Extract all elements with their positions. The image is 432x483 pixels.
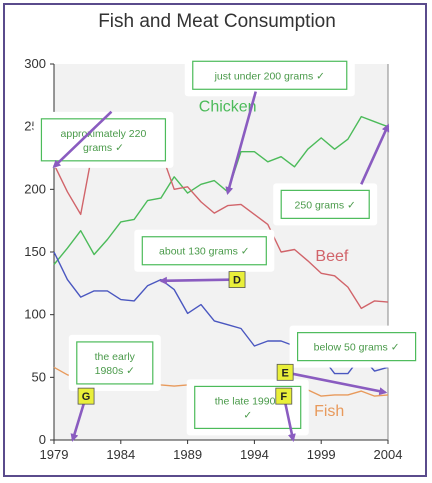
annotation-box — [141, 236, 267, 266]
annotation-arrow — [52, 110, 113, 169]
annotation-arrow — [225, 91, 257, 196]
chicken-series-line — [53, 115, 389, 265]
annotation-text-line: ✓ — [243, 409, 252, 421]
annotation-callout: 250 grams ✓ — [273, 183, 378, 226]
annotation-box — [192, 60, 348, 90]
annotation-text-line: the early — [95, 351, 136, 363]
annotation-text: just under 200 grams ✓ — [214, 70, 325, 82]
x-tick-label: 1999 — [307, 447, 336, 462]
annotation-box — [297, 332, 417, 362]
letter-marker-label: F — [280, 391, 287, 403]
annotation-box — [280, 189, 370, 219]
annotation-text-line: just under 200 grams ✓ — [214, 70, 325, 82]
y-tick-label: 100 — [24, 307, 46, 322]
letter-marker-label: G — [82, 391, 91, 403]
beef-series-label: Beef — [315, 248, 348, 265]
annotation-text-line: 1980s ✓ — [95, 365, 135, 377]
marker-arrow — [284, 371, 388, 396]
annotation-text-line: about 130 grams ✓ — [159, 246, 250, 258]
letter-marker-box — [275, 387, 293, 405]
chart-title: Fish and Meat Consumption — [98, 11, 336, 32]
annotation-text-line: 250 grams ✓ — [295, 199, 356, 211]
y-tick-label: 300 — [24, 56, 46, 71]
annotation-text-line: grams ✓ — [83, 142, 124, 154]
annotation-arrow — [360, 123, 390, 185]
annotations: approximately 220 grams ✓ just under 200 g… — [33, 54, 424, 442]
series-labels: Chicken Beef Fish — [199, 99, 349, 421]
annotation-callout: the early 1980s ✓ — [68, 334, 161, 391]
unnamed-series-line — [53, 251, 389, 375]
y-tick-label: 150 — [24, 244, 46, 259]
annotation-text-line: the late 1990s — [215, 395, 281, 407]
x-tick-label: 1994 — [240, 447, 269, 462]
y-tick-label: 50 — [32, 369, 46, 384]
annotation-text: approximately 220 grams ✓ — [61, 128, 147, 154]
y-tick-label: 200 — [24, 181, 46, 196]
annotation-box — [76, 341, 154, 385]
annotation-text: below 50 grams ✓ — [314, 342, 400, 354]
letter-marker-box — [77, 387, 95, 405]
letter-marker: F — [275, 387, 293, 405]
annotation-callout: below 50 grams ✓ — [289, 325, 424, 368]
annotation-box — [40, 118, 167, 162]
annotation-text: about 130 grams ✓ — [159, 246, 250, 258]
annotation-text: the early 1980s ✓ — [95, 351, 136, 377]
annotation-callout: just under 200 grams ✓ — [184, 54, 355, 97]
x-tick-label: 1984 — [106, 447, 135, 462]
letter-marker: D — [228, 271, 246, 288]
letter-marker-label: D — [233, 275, 241, 287]
annotation-text-line: below 50 grams ✓ — [314, 342, 400, 354]
axes: 0501001502002503001979198419891994199920… — [24, 56, 402, 462]
letter-marker: G — [77, 387, 95, 405]
fish-series-label: Fish — [314, 403, 344, 420]
letter-marker-box — [228, 271, 246, 288]
marker-arrow — [158, 276, 238, 285]
annotation-text: 250 grams ✓ — [295, 199, 356, 211]
x-tick-label: 1989 — [173, 447, 202, 462]
y-tick-label: 0 — [39, 432, 46, 447]
annotation-callout: about 130 grams ✓ — [134, 229, 275, 272]
annotation-text-line: approximately 220 — [61, 128, 147, 140]
chicken-series-label: Chicken — [199, 99, 257, 116]
letter-marker: E — [276, 363, 294, 381]
x-tick-label: 1979 — [40, 447, 69, 462]
x-tick-label: 2004 — [374, 447, 403, 462]
letter-marker-label: E — [281, 367, 288, 379]
letter-marker-box — [276, 363, 294, 381]
annotation-text: the late 1990s ✓ — [215, 395, 281, 421]
